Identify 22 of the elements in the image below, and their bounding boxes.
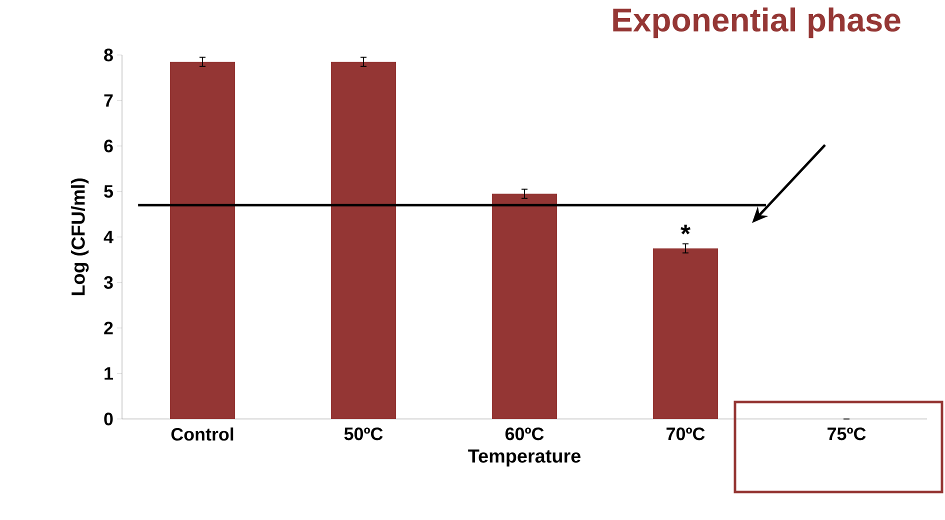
x-tick-label: 50ºC: [344, 427, 383, 440]
y-tick-label: 7: [104, 94, 113, 107]
x-axis-title: Temperature: [468, 450, 580, 466]
x-tick-label: Control: [171, 428, 234, 441]
x-tick-label: 60ºC: [505, 427, 544, 440]
annotation: *: [680, 224, 691, 234]
y-tick-label: 8: [104, 48, 113, 62]
y-tick-label: 1: [104, 367, 113, 380]
chart-title: Exponential phase: [613, 8, 900, 38]
y-axis-title: Log (CFU/ml): [70, 178, 89, 296]
bar: [331, 62, 396, 419]
bar: [653, 248, 718, 419]
x-tick-label: 70ºC: [666, 427, 705, 440]
y-tick-label: 0: [104, 412, 113, 426]
y-tick-label: 2: [104, 322, 113, 334]
y-tick-label: 4: [104, 230, 114, 244]
bar: [170, 62, 236, 419]
y-tick-label: 5: [104, 185, 113, 198]
y-tick-label: 6: [104, 140, 113, 152]
bar: [492, 194, 558, 419]
y-tick-label: 3: [104, 276, 113, 289]
x-tick-label: 75ºC: [828, 427, 866, 440]
